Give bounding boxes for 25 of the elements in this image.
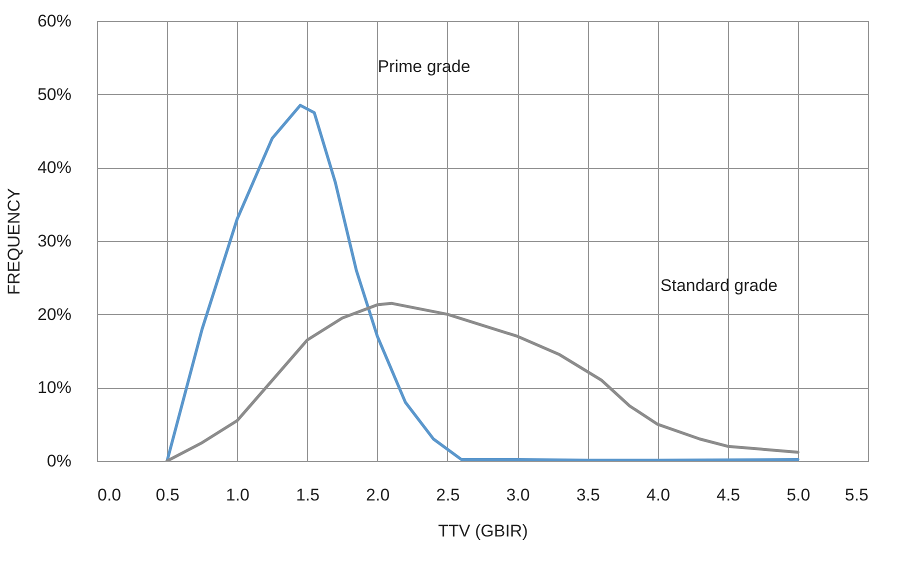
x-tick-label: 4.5 (716, 486, 740, 504)
y-tick-label: 0% (46, 452, 72, 470)
y-tick-label: 30% (37, 232, 72, 250)
y-axis-title: FREQUENCY (4, 188, 24, 295)
x-tick-label: 0.0 (98, 486, 122, 504)
line-series (166, 302, 800, 461)
x-tick-label: 0.5 (156, 486, 180, 504)
y-tick-label: 60% (37, 12, 72, 30)
annotation: Prime grade (378, 57, 470, 76)
y-tick-label: 50% (37, 84, 72, 104)
line-series (166, 104, 800, 461)
y-tick-label: 20% (37, 304, 72, 324)
y-tick-label: 10% (37, 378, 72, 398)
x-tick-label: 2.0 (366, 486, 390, 504)
x-tick-label: 2.5 (436, 486, 460, 504)
x-tick-label: 1.5 (296, 486, 320, 504)
y-tick-label: 40% (37, 158, 72, 178)
x-axis-title: TTV (GBIR) (438, 522, 528, 540)
x-tick-label: 1.0 (226, 486, 250, 504)
x-tick-label: 4.0 (646, 486, 670, 504)
x-tick-label: 3.5 (576, 486, 600, 504)
annotation: Standard grade (660, 276, 778, 295)
x-tick-label: 5.5 (844, 486, 868, 504)
x-tick-label: 3.0 (506, 486, 530, 504)
x-tick-label: 5.0 (786, 486, 810, 504)
